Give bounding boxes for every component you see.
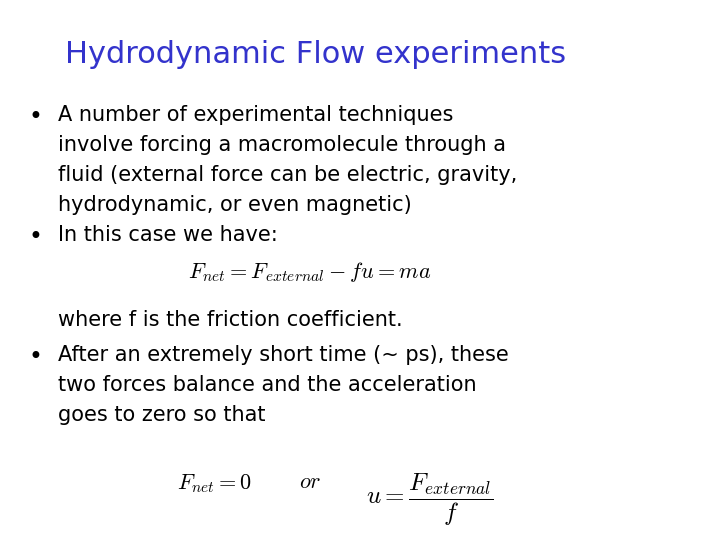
Text: •: • [28,345,42,369]
Text: where f is the friction coefficient.: where f is the friction coefficient. [58,310,402,330]
Text: After an extremely short time (~ ps), these: After an extremely short time (~ ps), th… [58,345,509,365]
Text: $F_{net} = 0$: $F_{net} = 0$ [177,472,253,495]
Text: hydrodynamic, or even magnetic): hydrodynamic, or even magnetic) [58,195,412,215]
Text: goes to zero so that: goes to zero so that [58,405,266,425]
Text: $F_{net} = F_{external} - fu = ma$: $F_{net} = F_{external} - fu = ma$ [189,260,431,284]
Text: A number of experimental techniques: A number of experimental techniques [58,105,454,125]
Text: involve forcing a macromolecule through a: involve forcing a macromolecule through … [58,135,506,155]
Text: fluid (external force can be electric, gravity,: fluid (external force can be electric, g… [58,165,517,185]
Text: two forces balance and the acceleration: two forces balance and the acceleration [58,375,477,395]
Text: In this case we have:: In this case we have: [58,225,278,245]
Text: $u = \dfrac{F_{external}}{f}$: $u = \dfrac{F_{external}}{f}$ [366,472,494,528]
Text: •: • [28,105,42,129]
Text: Hydrodynamic Flow experiments: Hydrodynamic Flow experiments [65,40,566,69]
Text: •: • [28,225,42,249]
Text: $or$: $or$ [299,472,321,492]
